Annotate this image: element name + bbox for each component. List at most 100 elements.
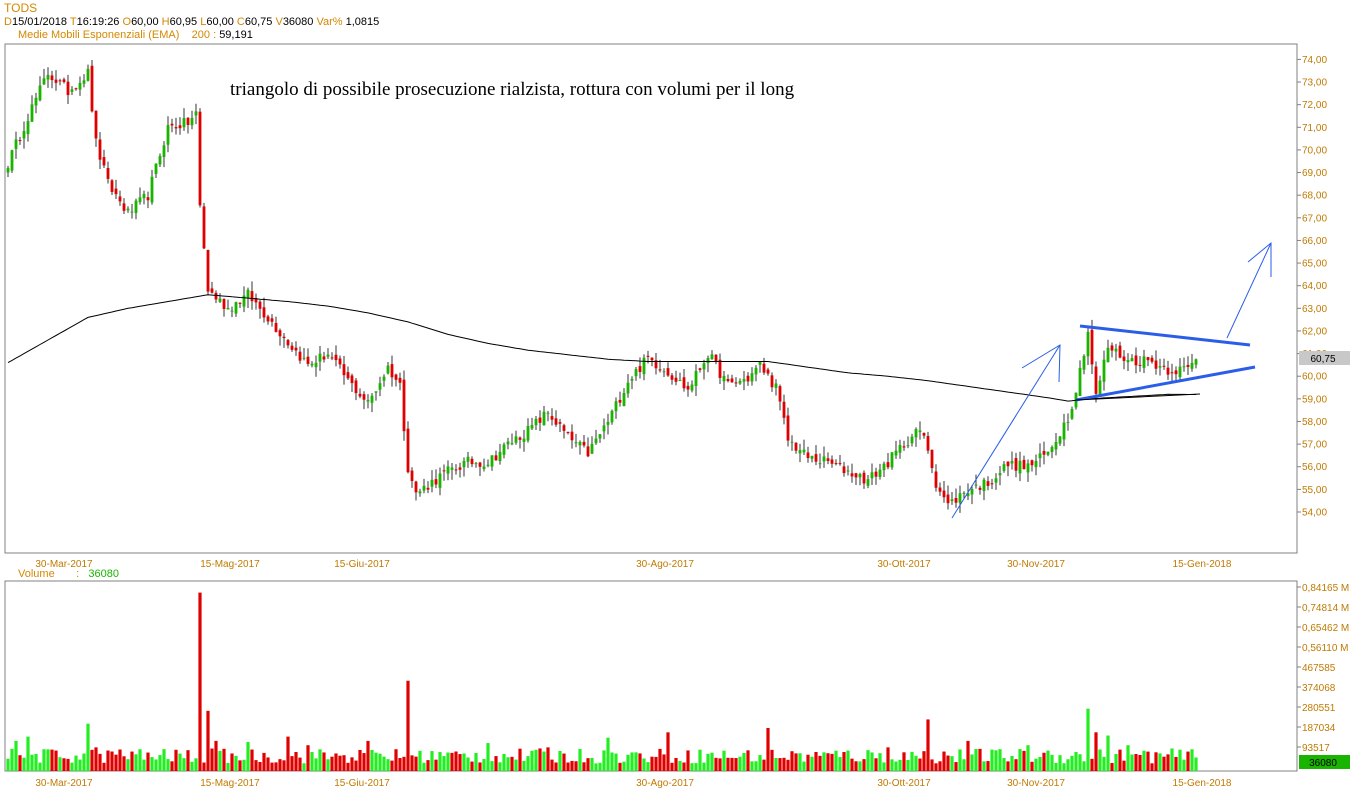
candle-body <box>1030 460 1034 466</box>
candle-body <box>1174 370 1178 375</box>
volume-bar <box>694 763 698 771</box>
candle-body <box>366 400 370 402</box>
candle-body <box>398 377 402 383</box>
date-tick-label: 15-Giu-2017 <box>334 559 390 570</box>
volume-bar <box>678 761 682 771</box>
candle-body <box>1118 345 1122 358</box>
volume-bar <box>198 592 202 771</box>
candle-body <box>978 487 982 490</box>
volume-bar <box>830 753 834 771</box>
volume-bar <box>922 751 926 771</box>
volume-bar <box>130 751 134 771</box>
candle-body <box>1010 460 1014 464</box>
candle-body <box>46 74 50 80</box>
high-value: 60,95 <box>169 16 198 28</box>
volume-bar <box>250 749 254 771</box>
volume-bar <box>106 750 110 771</box>
candle-body <box>498 451 502 462</box>
volume-bar <box>438 752 442 771</box>
candle-body <box>34 97 38 106</box>
var-label: Var% <box>316 16 343 28</box>
candle-body <box>362 394 366 400</box>
volume-bar <box>222 748 226 771</box>
volume-bar <box>806 754 810 771</box>
volume-bar <box>166 759 170 771</box>
volume-bar <box>734 758 738 771</box>
candle-body <box>18 140 22 142</box>
candle-body <box>402 379 406 432</box>
candle-body <box>890 452 894 468</box>
date-tick-label: 15-Mag-2017 <box>200 559 260 570</box>
volume-bar <box>490 761 494 771</box>
candle-body <box>446 466 450 474</box>
volume-bar <box>622 761 626 771</box>
volume-bar <box>234 755 238 771</box>
volume-bar <box>598 762 602 771</box>
volume-bar <box>470 761 474 771</box>
candle-body <box>462 461 466 468</box>
price-tick-label: 67,00 <box>1302 213 1327 224</box>
ema-label: Medie Mobili Esponenziali (EMA) <box>18 29 180 41</box>
candle-body <box>1082 355 1086 370</box>
volume-bar <box>486 743 490 771</box>
volume-bar <box>826 753 830 771</box>
volume-bar <box>1138 755 1142 771</box>
price-axis: 74,00 73,00 72,00 71,00 70,00 69,00 68,00 67,00… <box>1297 55 1327 519</box>
candle-body <box>1130 358 1134 362</box>
price-tick-label: 71,00 <box>1302 123 1327 134</box>
candle-body <box>990 483 994 485</box>
candle-body <box>406 428 410 473</box>
candle-body <box>478 462 482 467</box>
volume-tick-label: 187034 <box>1302 723 1336 734</box>
volume-bar <box>138 749 142 771</box>
volume-bar <box>1154 752 1158 771</box>
volume-bar <box>238 760 242 771</box>
candle-body <box>1066 421 1070 423</box>
volume-bar <box>22 757 26 771</box>
volume-bar <box>82 753 86 771</box>
candle-body <box>486 464 490 466</box>
volume-bar <box>270 762 274 771</box>
candle-body <box>282 336 286 339</box>
candle-body <box>734 382 738 384</box>
volume-bar <box>66 758 70 771</box>
candle-body <box>802 449 806 453</box>
volume-bar <box>946 755 950 771</box>
candle-body <box>254 298 258 303</box>
candle-body <box>666 368 670 376</box>
volume-bar <box>254 760 258 771</box>
price-tick-label: 60,00 <box>1302 372 1327 383</box>
volume-bar <box>866 750 870 771</box>
candle-body <box>902 446 906 448</box>
candle-body <box>590 443 594 454</box>
price-tick-label: 66,00 <box>1302 236 1327 247</box>
candle-body <box>1098 380 1102 395</box>
candle-body <box>1134 355 1138 366</box>
candle-body <box>534 418 538 426</box>
open-value: 60,00 <box>131 16 159 28</box>
candle-body <box>258 301 262 309</box>
candle-body <box>1062 422 1066 440</box>
volume-bar <box>902 752 906 771</box>
candle-body <box>606 421 610 425</box>
candle-body <box>242 295 246 307</box>
candle-body <box>214 292 218 300</box>
candle-body <box>194 111 198 116</box>
volume-bar <box>974 749 978 771</box>
volume-bar <box>466 757 470 771</box>
volume-bar <box>78 759 82 771</box>
volume-tick-label: 93517 <box>1302 743 1330 754</box>
volume-bar <box>682 762 686 771</box>
volume-bar <box>1010 755 1014 771</box>
candle-body <box>674 377 678 382</box>
candle-body <box>914 429 918 438</box>
ema200-line <box>7 294 1196 402</box>
candle-body <box>622 392 626 406</box>
candle-body <box>618 399 622 403</box>
volume-bar <box>730 757 734 771</box>
volume-bar <box>1006 761 1010 771</box>
volume-bar <box>194 758 198 771</box>
candle-body <box>834 463 838 465</box>
volume-bar <box>290 756 294 771</box>
